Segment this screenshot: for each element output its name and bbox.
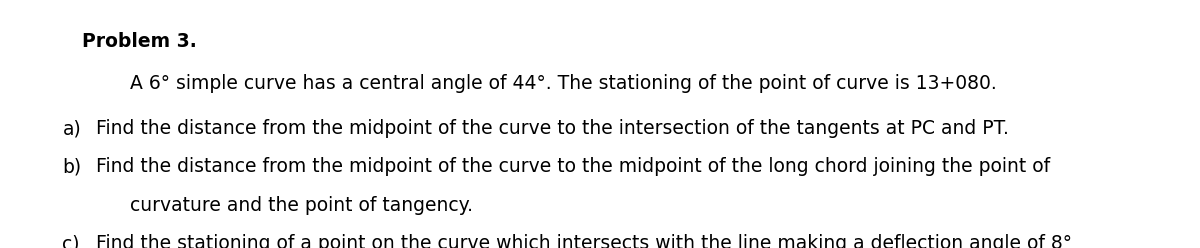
Text: Problem 3.: Problem 3. [82, 32, 197, 51]
Text: Find the distance from the midpoint of the curve to the midpoint of the long cho: Find the distance from the midpoint of t… [96, 157, 1050, 177]
Text: Find the distance from the midpoint of the curve to the intersection of the tang: Find the distance from the midpoint of t… [96, 119, 1009, 138]
Text: c): c) [62, 234, 80, 248]
Text: b): b) [62, 157, 82, 177]
Text: a): a) [62, 119, 82, 138]
Text: Find the stationing of a point on the curve which intersects with the line makin: Find the stationing of a point on the cu… [96, 234, 1072, 248]
Text: A 6° simple curve has a central angle of 44°. The stationing of the point of cur: A 6° simple curve has a central angle of… [130, 74, 996, 93]
Text: curvature and the point of tangency.: curvature and the point of tangency. [130, 196, 473, 215]
